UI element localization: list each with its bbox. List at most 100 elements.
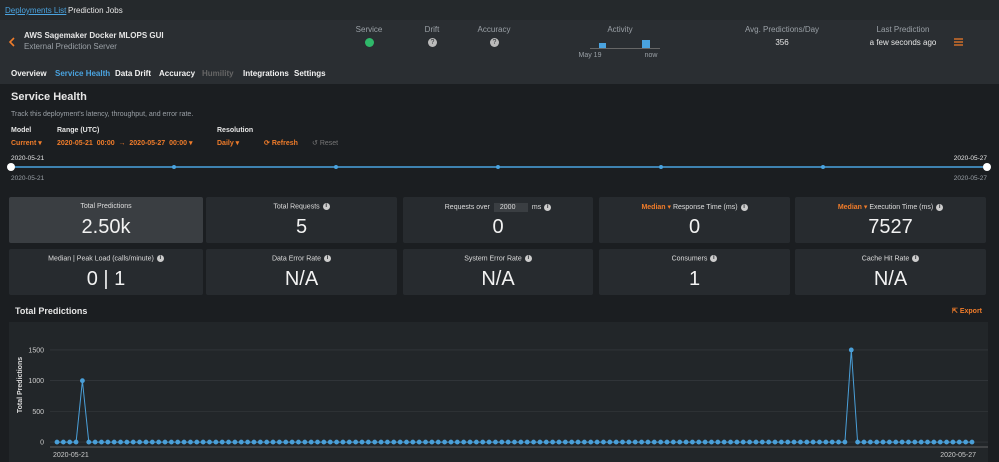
x-tick-label: 2020-05-27 <box>940 452 976 459</box>
nav-tab[interactable]: Prediction Jobs <box>68 6 123 15</box>
data-point <box>620 439 625 445</box>
data-point <box>537 439 543 445</box>
range-slider[interactable] <box>0 160 999 174</box>
card-value: 0 <box>688 216 701 238</box>
data-point <box>80 378 85 384</box>
data-point <box>372 439 378 445</box>
tab[interactable]: Settings <box>294 69 326 78</box>
data-point <box>613 439 619 445</box>
data-point <box>67 439 73 445</box>
metric-card: Total Predictions 2.50k <box>9 197 203 243</box>
data-point <box>200 439 206 445</box>
data-point <box>92 439 98 445</box>
metric-card: Median ▾ Execution Time (ms) i 7527 <box>795 197 986 243</box>
data-point <box>664 439 670 445</box>
activity-bar <box>642 40 650 48</box>
data-point <box>683 439 689 445</box>
data-point <box>690 439 695 445</box>
y-tick-label: 0 <box>40 440 44 447</box>
card-label: Cache Hit Rate i <box>795 255 986 262</box>
data-point <box>181 439 187 445</box>
chart-title: Total Predictions <box>15 306 88 316</box>
data-point <box>823 439 829 445</box>
tab[interactable]: Service Health <box>55 69 111 78</box>
data-point <box>346 439 352 445</box>
data-point <box>899 439 905 445</box>
aggregate-select[interactable]: Median <box>837 204 862 211</box>
data-point <box>118 439 123 445</box>
card-value: 1 <box>688 268 701 290</box>
label-text: Data Error Rate <box>271 255 322 263</box>
info-icon: i <box>912 255 920 262</box>
data-point <box>448 439 454 445</box>
data-point <box>626 439 632 445</box>
data-point <box>772 439 778 445</box>
card-label: Data Error Rate i <box>206 255 397 262</box>
data-point <box>721 439 727 445</box>
model-select[interactable]: Current ▾ <box>11 140 42 147</box>
export-button[interactable]: ⇱ Export <box>952 308 982 315</box>
data-point <box>931 439 937 445</box>
tab[interactable]: Accuracy <box>159 69 196 78</box>
status-icon: ? <box>490 38 499 47</box>
data-point <box>734 439 740 445</box>
resolution-value: Daily <box>217 140 234 147</box>
card-value: N/A <box>481 268 515 290</box>
tab[interactable]: Data Drift <box>115 69 152 78</box>
tab[interactable]: Integrations <box>243 69 289 78</box>
data-point <box>639 439 644 445</box>
tab[interactable]: Overview <box>11 69 47 78</box>
data-point <box>728 439 733 445</box>
data-point <box>861 439 867 445</box>
data-point <box>499 439 505 445</box>
data-point <box>219 439 225 445</box>
data-point <box>753 439 759 445</box>
data-point <box>175 439 181 445</box>
menu-icon[interactable] <box>954 38 963 46</box>
tab[interactable]: Humility <box>202 69 234 78</box>
card-value: 7527 <box>868 216 913 238</box>
resolution-select[interactable]: Daily ▾ <box>217 140 240 147</box>
range-start[interactable]: 2020-05-21 00:00 → 2020-05-27 00:00 ▾ <box>57 140 193 147</box>
label-text: Response Time (ms) <box>672 204 738 211</box>
data-point <box>130 439 136 445</box>
data-point <box>505 439 511 445</box>
button-label: Reset <box>319 140 339 147</box>
data-point <box>149 439 155 445</box>
back-arrow[interactable] <box>8 37 16 47</box>
data-point <box>194 439 200 445</box>
metric-card: System Error Rate i N/A <box>403 249 593 295</box>
info-icon: i <box>544 203 552 211</box>
data-point <box>321 439 327 445</box>
caret: ▾ <box>861 204 870 211</box>
data-point <box>467 439 473 445</box>
card-value: 0 <box>492 216 504 238</box>
label-text: Total Predictions <box>80 203 132 210</box>
card-label: Median ▾ Execution Time (ms) i <box>795 203 986 211</box>
data-point <box>848 347 854 353</box>
threshold-input[interactable]: 2000 <box>493 203 528 212</box>
reset-button[interactable]: ↺ Reset <box>312 140 339 147</box>
slider-label: 2020-05-21 <box>11 155 45 162</box>
data-point <box>73 439 79 445</box>
control-label: Resolution <box>217 127 254 134</box>
data-point <box>302 439 308 445</box>
refresh-button[interactable]: ⟳ Refresh <box>264 140 298 147</box>
control-label: Range (UTC) <box>57 127 100 134</box>
data-point <box>435 439 441 445</box>
data-point <box>308 439 314 445</box>
data-point <box>804 439 810 445</box>
data-point <box>956 439 962 445</box>
data-point <box>442 439 448 445</box>
data-point <box>645 439 651 445</box>
button-label: Refresh <box>271 140 298 147</box>
data-point <box>836 439 841 445</box>
slider-label: 2020-05-27 <box>953 175 987 182</box>
data-point <box>416 439 422 445</box>
info-icon: i <box>156 255 164 262</box>
nav-tab[interactable]: Deployments List <box>5 6 67 15</box>
aggregate-select[interactable]: Median <box>641 204 666 211</box>
data-point <box>677 439 683 445</box>
top-nav: Deployments List Prediction Jobs <box>0 0 999 20</box>
